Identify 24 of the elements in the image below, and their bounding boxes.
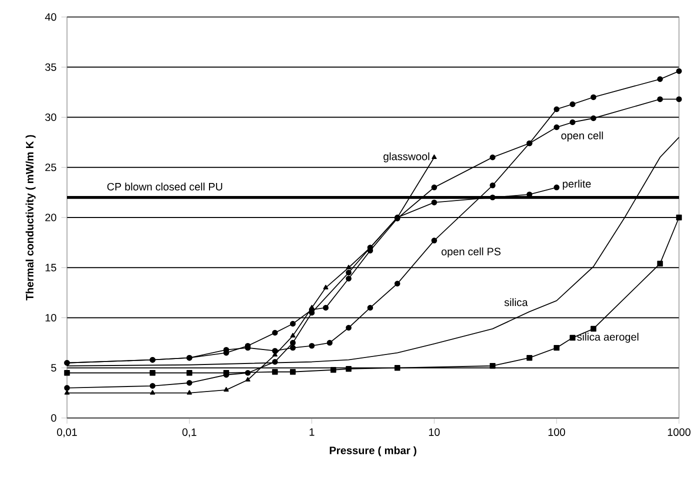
y-tick-label: 15 xyxy=(46,264,56,272)
x-axis-title: Pressure ( mbar ) xyxy=(330,446,416,456)
x-tick-label: 1 xyxy=(310,428,314,436)
series-label: silica aerogel xyxy=(577,332,638,343)
series-label: perlite xyxy=(562,180,591,190)
y-tick-label: 40 xyxy=(45,13,56,21)
y-tick-label: 35 xyxy=(45,63,56,71)
y-axis-title: Thermal conductivity ( mW/m K ) xyxy=(26,135,36,300)
x-tick-label: 10 xyxy=(429,428,440,436)
y-tick-label: 5 xyxy=(51,364,56,372)
series-label: silica xyxy=(504,298,528,306)
x-tick-label: 0,1 xyxy=(182,428,196,438)
x-tick-label: 100 xyxy=(548,428,566,436)
x-tick-label: 1000 xyxy=(668,428,690,436)
y-tick-label: 25 xyxy=(45,164,56,172)
y-tick-label: 0 xyxy=(51,414,56,422)
x-tick-label: 0,01 xyxy=(57,428,77,438)
series-label: glasswool xyxy=(384,152,430,162)
series-label: open cell xyxy=(561,132,603,142)
series-label: open cell PS xyxy=(442,247,501,258)
ref-line-label: CP blown closed cell PU xyxy=(107,182,222,190)
y-tick-label: 10 xyxy=(46,314,56,322)
y-tick-label: 20 xyxy=(45,214,56,222)
y-tick-label: 30 xyxy=(45,113,56,122)
